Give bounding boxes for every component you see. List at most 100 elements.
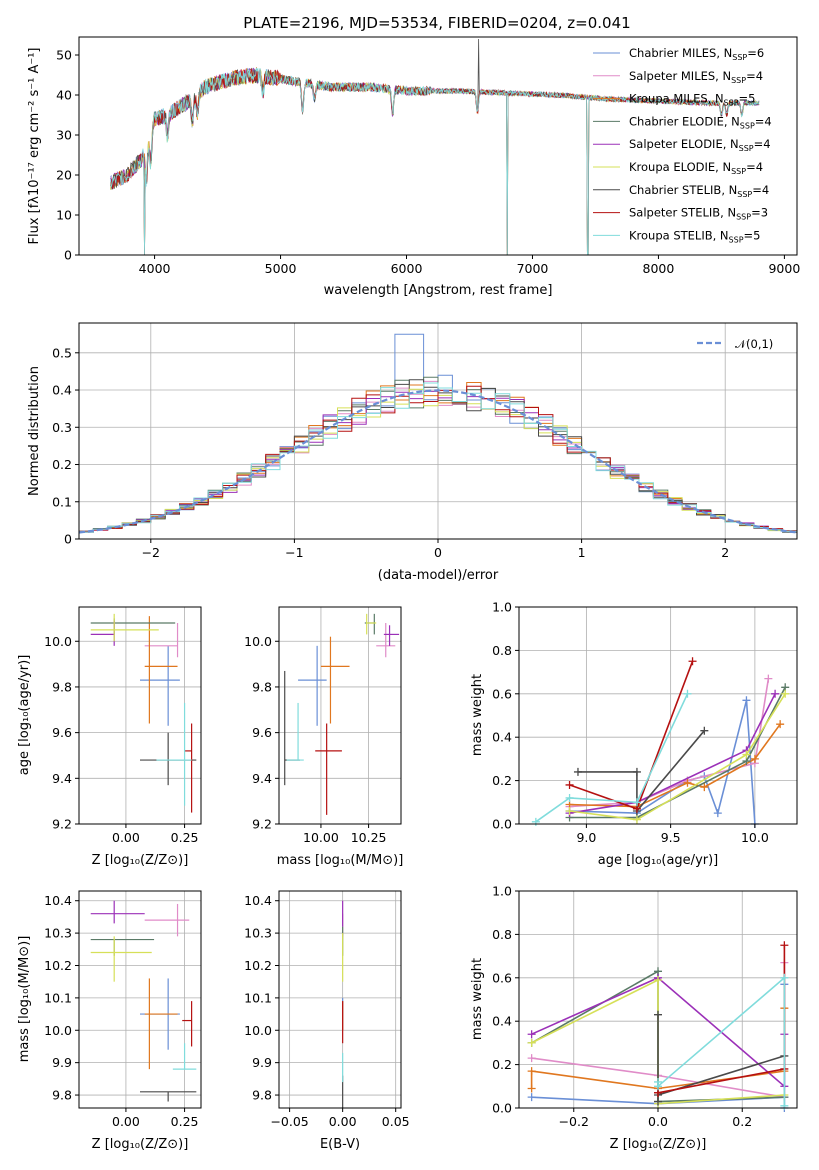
weight-line <box>535 693 689 823</box>
weight-marker <box>764 674 773 683</box>
weight-marker <box>780 973 789 982</box>
y-tick-label: 10.0 <box>44 634 72 649</box>
weight-marker <box>527 1030 536 1039</box>
mass-vs-ebv-frame <box>278 890 402 1109</box>
y-tick-label: 0.1 <box>52 494 72 509</box>
y-tick-label: 0.6 <box>492 686 512 701</box>
legend-entry: Salpeter STELIB, NSSP=3 <box>629 206 768 222</box>
age-vs-Z-ylabel: age [log₁₀(age/yr)] <box>17 655 32 776</box>
y-tick-label: 10.0 <box>44 1023 72 1038</box>
age-vs-Z-frame <box>78 606 202 825</box>
weight-marker <box>527 1038 536 1047</box>
y-tick-label: 0.5 <box>52 345 72 360</box>
weight-vs-Z-panel: −0.2 0.0 0.2 0.0 0.2 0.4 0.6 0.8 1.0 Z [log₁₀(Z/… <box>470 884 798 1152</box>
y-tick-label: 10.0 <box>244 1023 272 1038</box>
y-tick-label: 9.9 <box>252 1055 272 1070</box>
weight-marker <box>688 657 697 666</box>
y-tick-label: 9.6 <box>252 725 272 740</box>
y-tick-label: 50 <box>56 48 72 63</box>
y-tick-label: 0 <box>64 532 72 547</box>
legend-entry: Salpeter ELODIE, NSSP=4 <box>629 137 771 153</box>
weight-marker <box>632 767 641 776</box>
mass-vs-Z-frame <box>78 890 202 1109</box>
weight-marker <box>683 778 692 787</box>
y-tick-label: 10 <box>56 208 72 223</box>
x-tick-label: 0 <box>434 545 442 560</box>
weight-marker <box>750 754 759 763</box>
y-tick-label: 0.4 <box>492 730 512 745</box>
spectrum-frame <box>78 36 798 256</box>
x-tick-label: 0.00 <box>329 1114 357 1129</box>
spectrum-xlabel: wavelength [Angstrom, rest frame] <box>324 283 553 298</box>
weight-marker <box>632 815 641 824</box>
y-tick-label: 10.3 <box>44 926 72 941</box>
weight-marker <box>565 806 574 815</box>
x-tick-label: 0.00 <box>112 830 140 845</box>
weight-marker <box>632 798 641 807</box>
x-tick-label: −0.05 <box>270 1114 308 1129</box>
weight-marker <box>780 941 789 950</box>
age-vs-Z-xlabel: Z [log₁₀(Z/Z⊙)] <box>92 853 189 868</box>
weight-vs-Z-ylabel: mass weight <box>470 958 485 1040</box>
weight-marker <box>742 696 751 705</box>
y-tick-label: 0.2 <box>492 773 512 788</box>
y-tick-label: 10.0 <box>244 634 272 649</box>
legend-entry: Chabrier MILES, NSSP=6 <box>629 46 764 62</box>
mass-vs-Z-panel: 0.00 0.25 9.8 9.9 10.0 10.1 10.2 10.3 10.4 Z [lo… <box>17 890 202 1152</box>
legend-entry: Chabrier STELIB, NSSP=4 <box>629 183 769 199</box>
x-tick-label: 0.2 <box>732 1114 752 1129</box>
y-tick-label: 9.8 <box>252 1088 272 1103</box>
y-tick-label: 0.6 <box>492 970 512 985</box>
age-vs-mass-panel: 10.00 10.25 9.2 9.4 9.6 9.8 10.0 mass [log₁₀(M… <box>244 606 404 868</box>
weight-vs-Z-frame <box>518 890 798 1109</box>
x-tick-label: 7000 <box>517 261 549 276</box>
weight-vs-age-frame <box>518 606 798 825</box>
x-tick-label: 0.05 <box>382 1114 410 1129</box>
weight-marker <box>573 767 582 776</box>
y-tick-label: 10.3 <box>244 926 272 941</box>
legend-entry: Kroupa STELIB, NSSP=5 <box>629 228 760 244</box>
age-vs-mass-xlabel: mass [log₁₀(M/M⊙)] <box>277 853 404 868</box>
x-tick-label: 0.25 <box>171 1114 199 1129</box>
spectrum-title: PLATE=2196, MJD=53534, FIBERID=0204, z=0… <box>243 14 630 32</box>
residuals-xlabel: (data-model)/error <box>378 568 499 583</box>
x-tick-label: 2 <box>721 545 729 560</box>
y-tick-label: 10.2 <box>244 958 272 973</box>
spectrum-panel: PLATE=2196, MJD=53534, FIBERID=0204, z=0… <box>27 14 800 298</box>
y-tick-label: 9.6 <box>52 725 72 740</box>
y-tick-label: 0.4 <box>52 383 72 398</box>
age-vs-mass-frame <box>278 606 402 825</box>
spectrum-line <box>110 67 760 256</box>
weight-line <box>569 693 786 821</box>
legend-entry: Chabrier ELODIE, NSSP=4 <box>629 114 772 130</box>
y-tick-label: 40 <box>56 88 72 103</box>
x-tick-label: 4000 <box>139 261 171 276</box>
x-tick-label: 9.5 <box>661 830 681 845</box>
x-tick-label: 1 <box>578 545 586 560</box>
weight-marker <box>527 1054 536 1063</box>
x-tick-label: 9000 <box>768 261 800 276</box>
weight-vs-age-ylabel: mass weight <box>470 674 485 756</box>
residual-histogram <box>79 382 797 533</box>
mass-vs-Z-xlabel: Z [log₁₀(Z/Z⊙)] <box>92 1137 189 1152</box>
weight-vs-age-xlabel: age [log₁₀(age/yr)] <box>598 853 719 868</box>
y-tick-label: 10.4 <box>244 893 272 908</box>
y-tick-label: 9.4 <box>252 771 272 786</box>
y-tick-label: 9.9 <box>52 1055 72 1070</box>
weight-marker <box>527 1093 536 1102</box>
y-tick-label: 9.8 <box>52 1088 72 1103</box>
normal-legend-label: 𝒩(0,1) <box>735 337 773 351</box>
x-tick-label: 10.00 <box>303 830 339 845</box>
weight-marker <box>771 689 780 698</box>
weight-marker <box>527 1067 536 1076</box>
weight-marker <box>565 780 574 789</box>
mass-vs-Z-ylabel: mass [log₁₀(M/M⊙)] <box>17 936 32 1063</box>
y-tick-label: 0.8 <box>492 927 512 942</box>
weight-marker <box>776 720 785 729</box>
x-tick-label: −0.2 <box>559 1114 589 1129</box>
residuals-panel: −2 −1 0 1 2 0 0.1 0.2 0.3 0.4 0.5 (data-model)/err… <box>27 322 798 583</box>
residuals-ylabel: Normed distribution <box>27 366 42 496</box>
weight-marker <box>742 750 751 759</box>
weight-line <box>578 730 705 814</box>
